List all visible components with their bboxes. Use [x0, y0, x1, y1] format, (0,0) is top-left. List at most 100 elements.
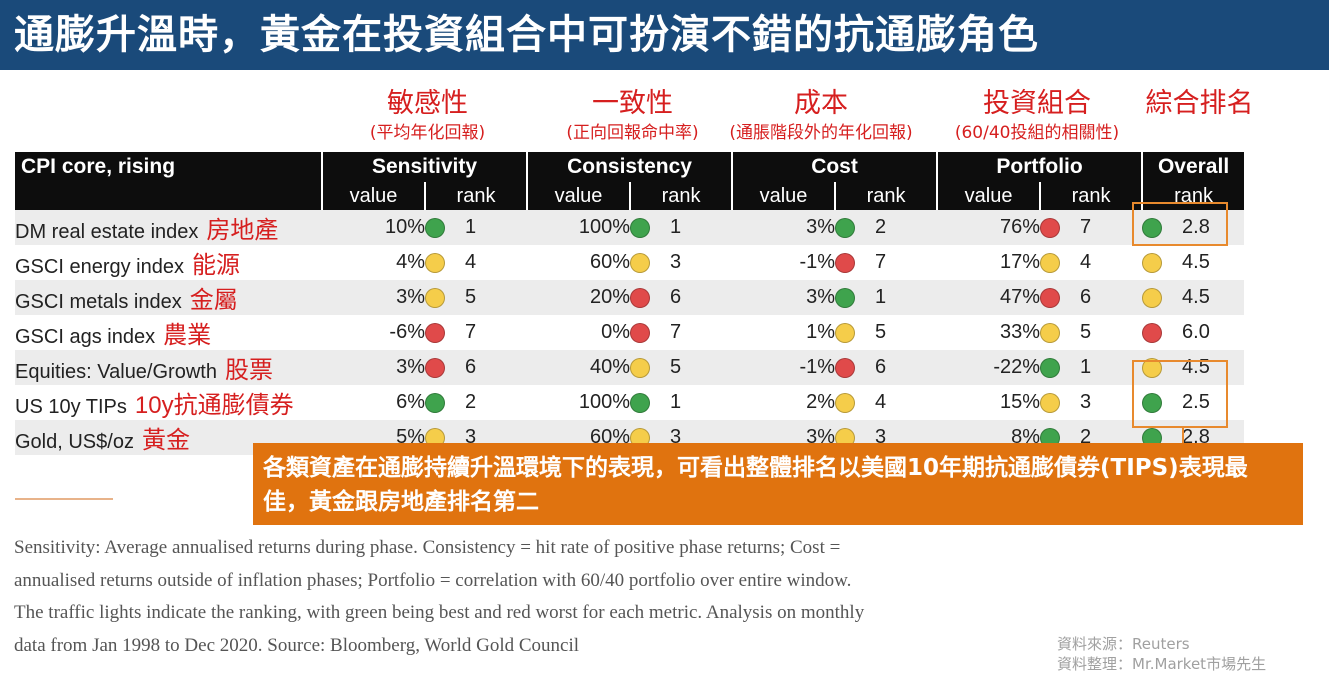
rank-cell: 5 [630, 350, 733, 385]
traffic-light-red [1040, 217, 1061, 238]
rank-cell: 1 [835, 280, 938, 315]
value-cell: 10% [322, 210, 425, 245]
traffic-light-green [1142, 217, 1163, 238]
rank-number: 2 [465, 391, 477, 414]
rank-cell: 3 [630, 245, 733, 280]
cn-header-sub: (通脹階段外的年化回報) [729, 123, 913, 143]
rank-number: 6 [670, 286, 682, 309]
traffic-light-red [835, 357, 856, 378]
overall-rank-number: 4.5 [1182, 251, 1210, 274]
cn-header-main: 綜合排名 [1145, 88, 1254, 119]
rank-cell: 2 [835, 210, 938, 245]
traffic-light-green [835, 287, 856, 308]
row-name-cn: 農業 [163, 322, 212, 349]
highlight-box-real-estate [1132, 202, 1228, 246]
value-cell: 4% [322, 245, 425, 280]
rank-number: 5 [875, 321, 887, 344]
rank-number: 4 [1080, 251, 1092, 274]
rank-cell: 6 [835, 350, 938, 385]
rank-number: 5 [670, 356, 682, 379]
row-name-en: GSCI ags index [15, 326, 156, 348]
row-name-en: GSCI metals index [15, 291, 182, 313]
traffic-light-yellow [835, 392, 856, 413]
traffic-light-yellow [1142, 252, 1163, 273]
cn-header-sub: (正向回報命中率) [566, 123, 699, 143]
table-row: DM real estate index 房地產 10% 1 100% 1 3% 2 76% 7 2… [15, 210, 1245, 245]
overall-rank-number: 2.8 [1182, 216, 1210, 239]
group-header-sensitivity: Sensitivity [320, 152, 528, 182]
value-cell: 3% [732, 210, 836, 245]
value-cell: 2% [732, 385, 836, 420]
row-name-en: GSCI energy index [15, 256, 184, 278]
value-cell: -1% [732, 350, 836, 385]
rank-cell: 1 [630, 385, 733, 420]
value-cell: -22% [937, 350, 1041, 385]
value-cell: 76% [937, 210, 1041, 245]
rank-cell: 5 [425, 280, 528, 315]
rank-number: 7 [465, 321, 477, 344]
traffic-light-red [835, 252, 856, 273]
rank-number: 4 [465, 251, 477, 274]
rank-cell: 2 [425, 385, 528, 420]
traffic-light-red [630, 287, 651, 308]
rank-cell: 1 [425, 210, 528, 245]
overall-rank-cell: 4.5 [1142, 245, 1245, 280]
value-cell: 3% [322, 280, 425, 315]
row-name-cn: 能源 [191, 252, 240, 279]
cn-header-main: 投資組合 [983, 88, 1091, 119]
footnote-line: The traffic lights indicate the ranking,… [14, 602, 865, 623]
rank-number: 2 [1080, 426, 1092, 449]
table-row: Equities: Value/Growth 股票 3% 6 40% 5 -1% 6 -22% 1… [15, 350, 1245, 385]
row-label: US 10y TIPs 10y抗通膨債券 [15, 385, 322, 420]
traffic-light-yellow [425, 252, 445, 273]
callout-connector [1182, 428, 1184, 444]
cn-header-sub: (平均年化回報) [369, 123, 486, 143]
rank-number: 1 [670, 391, 682, 414]
table-body: DM real estate index 房地產 10% 1 100% 1 3% 2 76% 7 2… [15, 210, 1245, 455]
overall-rank-number: 4.5 [1182, 286, 1210, 309]
traffic-light-green [425, 392, 445, 413]
traffic-light-green [425, 217, 445, 238]
traffic-light-green [630, 392, 651, 413]
cn-header-main: 敏感性 [387, 88, 468, 119]
row-label: GSCI energy index 能源 [15, 245, 322, 280]
traffic-light-red [1040, 287, 1061, 308]
cn-header-overall: 綜合排名 [1137, 88, 1262, 120]
value-cell: -6% [322, 315, 425, 350]
rank-number: 3 [875, 426, 887, 449]
page-title: 通膨升溫時，黃金在投資組合中可扮演不錯的抗通膨角色 [0, 0, 1329, 70]
group-header-overall: Overall [1141, 152, 1245, 182]
traffic-light-yellow [1142, 287, 1163, 308]
footnote-divider [15, 498, 113, 500]
table-row: GSCI energy index 能源 4% 4 60% 3 -1% 7 17% 4 4.5 [15, 245, 1245, 280]
traffic-light-yellow [1040, 322, 1061, 343]
subheader-value: value [526, 182, 631, 210]
subheader-rank: rank [1039, 182, 1143, 210]
group-header-portfolio: Portfolio [936, 152, 1143, 182]
value-cell: 15% [937, 385, 1041, 420]
rank-cell: 6 [1040, 280, 1143, 315]
traffic-light-yellow [630, 252, 651, 273]
row-label: GSCI ags index 農業 [15, 315, 322, 350]
value-cell: 1% [732, 315, 836, 350]
value-cell: 20% [527, 280, 631, 315]
cn-header-sub: (60/40投組的相關性) [954, 123, 1120, 143]
subheader-rank: rank [1141, 182, 1245, 210]
footnote-line: annualised returns outside of inflation … [14, 569, 852, 591]
table-corner-label: CPI core, rising [15, 152, 322, 182]
rank-cell: 5 [835, 315, 938, 350]
row-label: GSCI metals index 金屬 [15, 280, 322, 315]
rank-cell: 1 [1040, 350, 1143, 385]
row-name-cn: 股票 [224, 357, 273, 384]
row-name-en: DM real estate index [15, 221, 199, 243]
rank-number: 6 [875, 356, 887, 379]
table-group-header-row: CPI core, rising Sensitivity Consistency… [15, 152, 1245, 182]
footnote-line: data from Jan 1998 to Dec 2020. Source: … [14, 634, 580, 656]
value-cell: 6% [322, 385, 425, 420]
value-cell: 60% [527, 245, 631, 280]
footnote-line: Sensitivity: Average annualised returns … [14, 537, 841, 558]
rank-cell: 6 [630, 280, 733, 315]
table-row: GSCI metals index 金屬 3% 5 20% 6 3% 1 47% 6 4.5 [15, 280, 1245, 315]
source-note: 資料來源：Reuters 資料整理：Mr.Market市場先生 [1057, 634, 1266, 674]
row-name-en: Gold, US$/oz [15, 431, 134, 453]
